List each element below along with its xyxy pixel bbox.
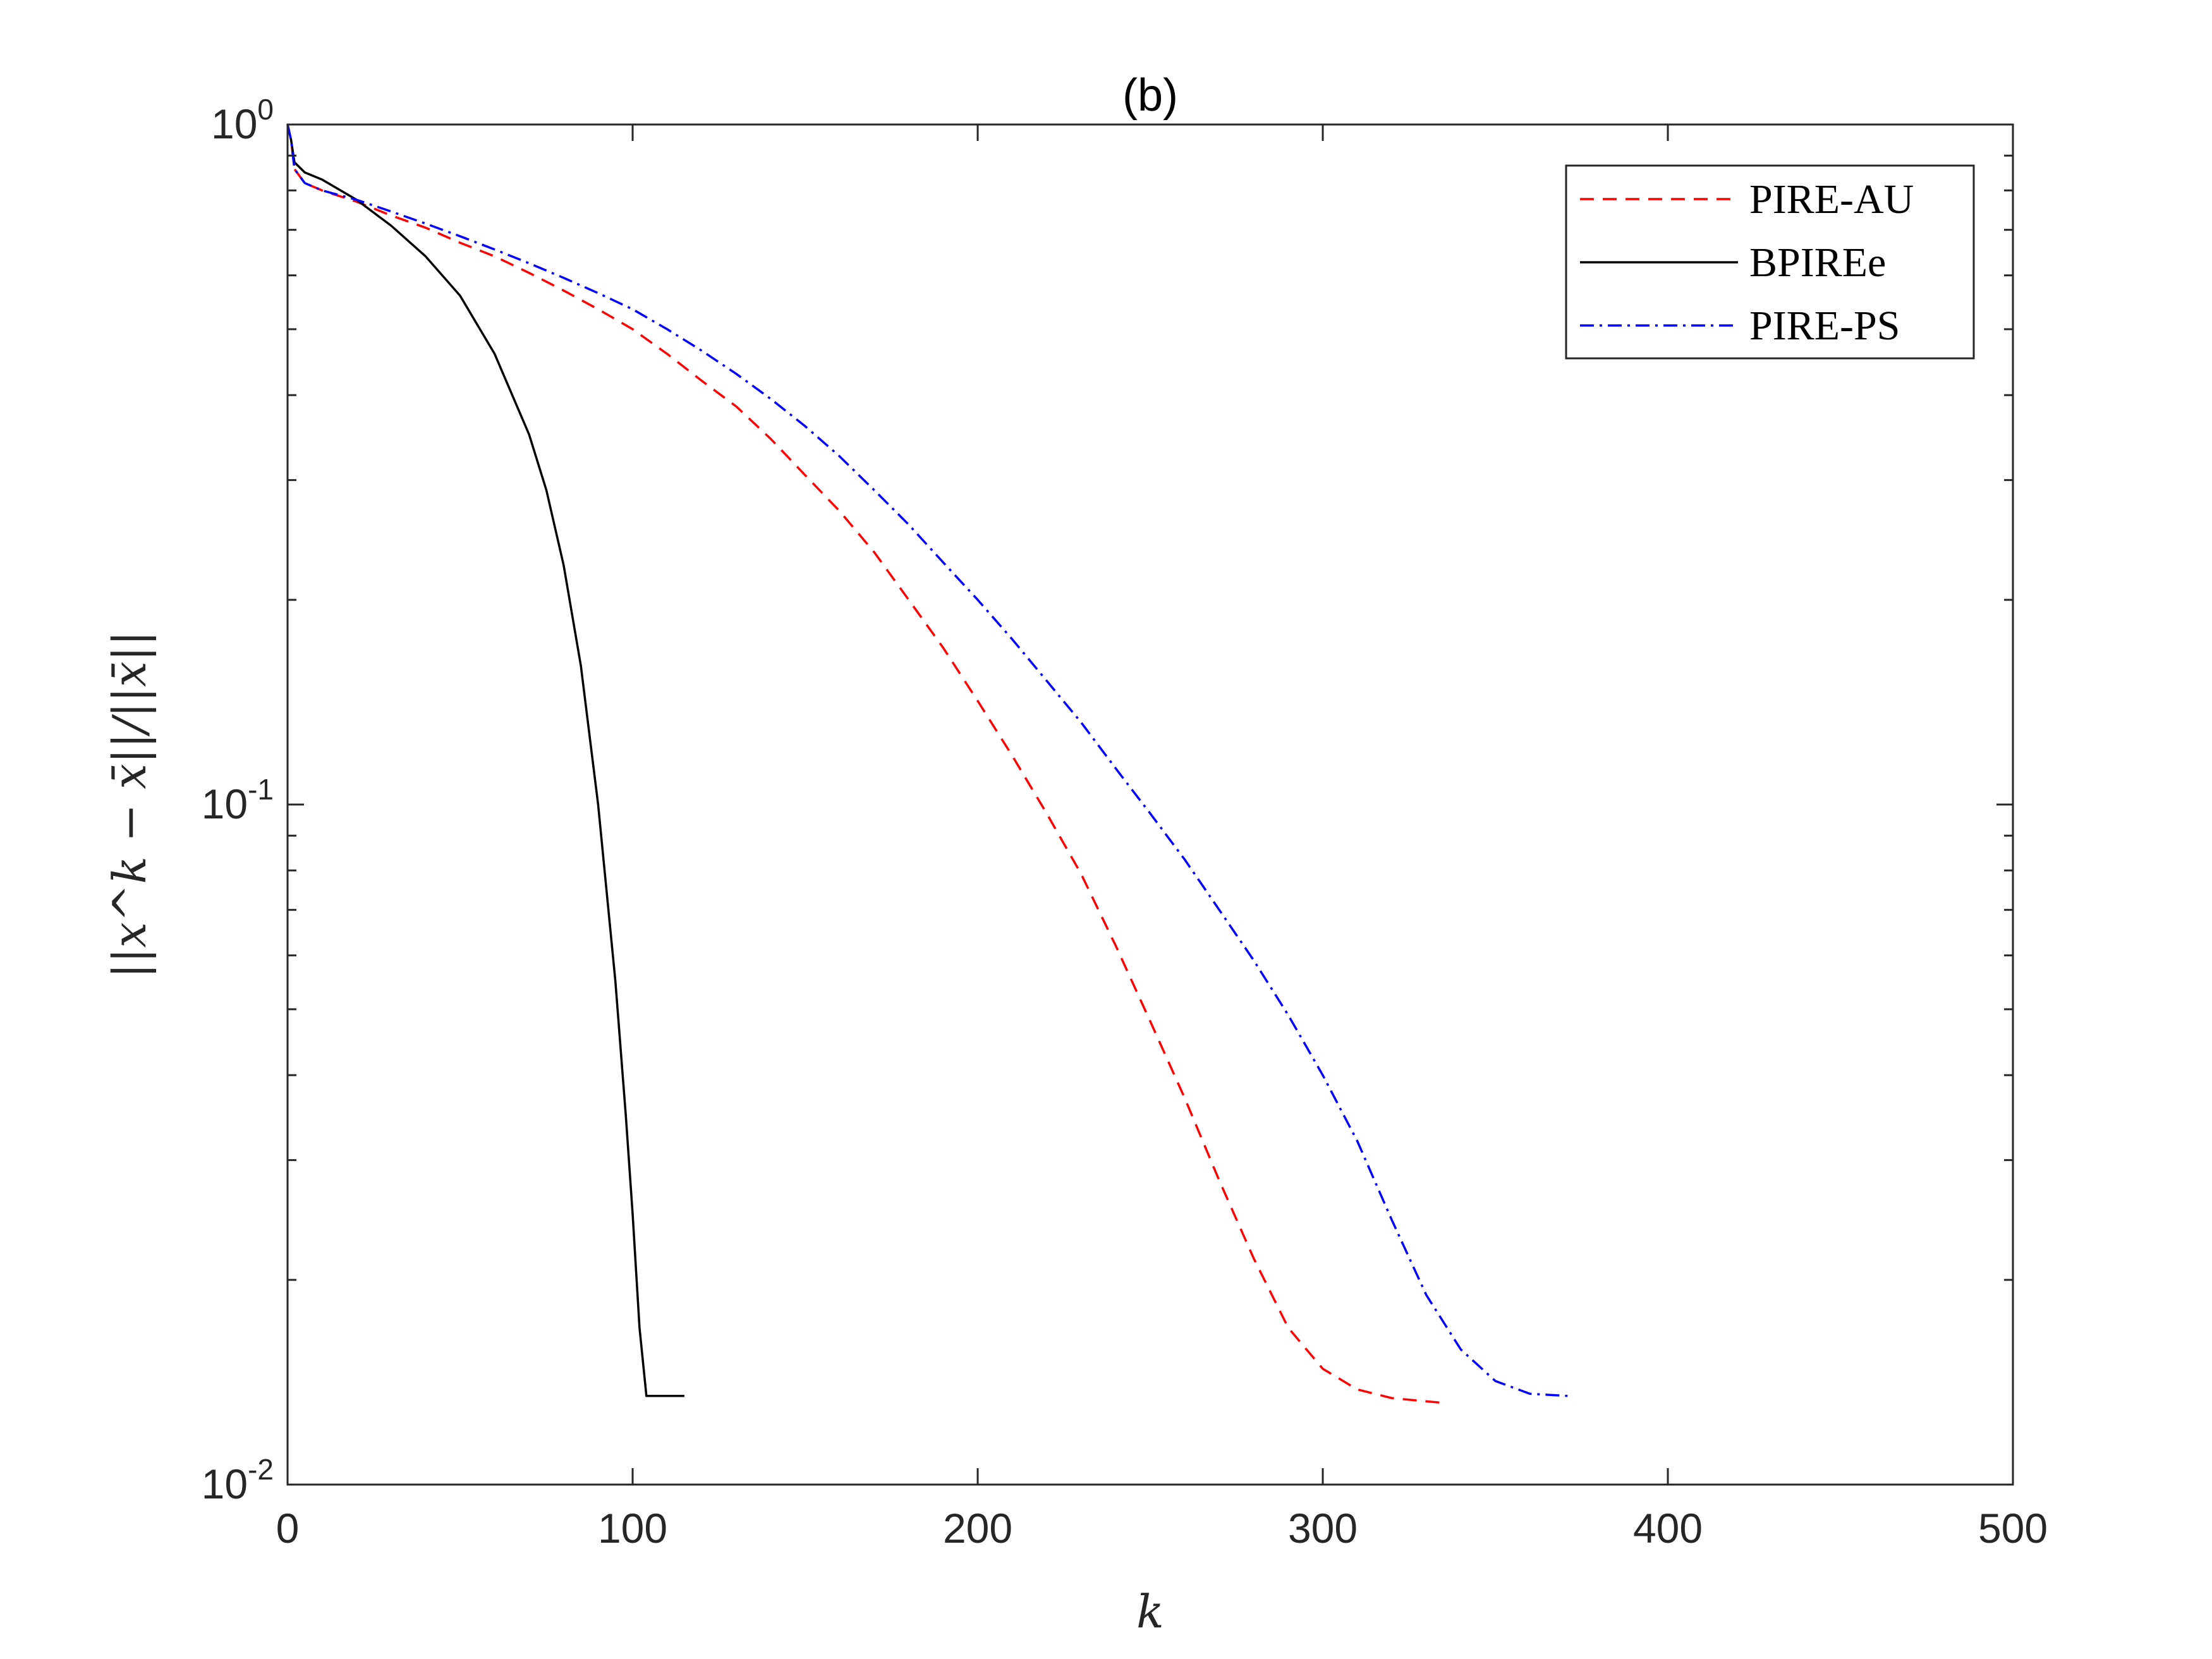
series-line-pire-ps xyxy=(286,124,1568,1397)
legend: PIRE-AU BPIREe PIRE-PS xyxy=(1565,164,1975,360)
x-tick-label: 500 xyxy=(1978,1505,2048,1552)
y-tick-label: 10-1 xyxy=(202,773,274,827)
legend-label: BPIREe xyxy=(1749,240,1886,286)
series-layer xyxy=(286,124,1568,1404)
y-tick-label: 100 xyxy=(211,93,274,147)
series-line-pire-au xyxy=(286,124,1440,1404)
x-tick-labels: 0 100 200 300 400 500 xyxy=(276,1505,2048,1552)
x-tick-label: 200 xyxy=(943,1505,1012,1552)
legend-label: PIRE-AU xyxy=(1749,176,1914,222)
x-tick-label: 100 xyxy=(598,1505,667,1552)
plot-frame xyxy=(286,123,2014,1486)
legend-entries: PIRE-AU BPIREe PIRE-PS xyxy=(1580,176,1914,349)
x-axis-label: k xyxy=(1136,1585,1164,1638)
series-line-bpiree xyxy=(286,124,684,1397)
y-axis-label: ||x^k − x̄||/||x̄|| xyxy=(103,631,156,978)
x-tick-label: 300 xyxy=(1288,1505,1358,1552)
y-tick-label: 10-2 xyxy=(202,1453,274,1507)
legend-label: PIRE-PS xyxy=(1749,303,1900,349)
x-tick-label: 0 xyxy=(276,1505,300,1552)
chart-title: (b) xyxy=(1122,70,1178,121)
y-tick-labels: 100 10-1 10-2 xyxy=(202,93,274,1507)
x-tick-label: 400 xyxy=(1633,1505,1703,1552)
